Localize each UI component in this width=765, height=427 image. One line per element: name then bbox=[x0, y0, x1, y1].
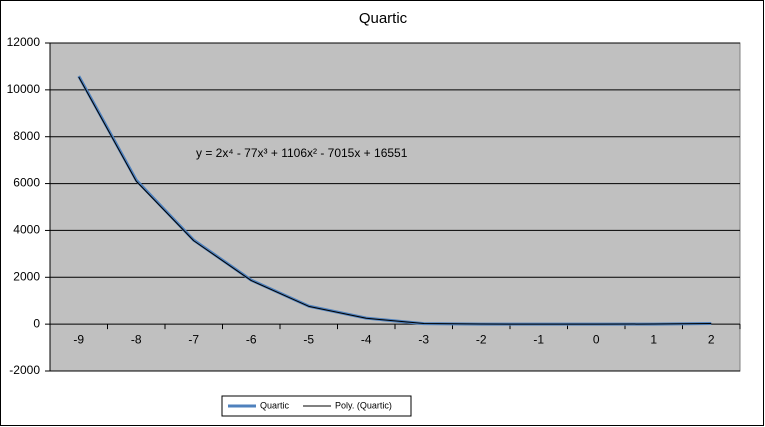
y-tick-label: 4000 bbox=[13, 223, 40, 237]
plot-area bbox=[49, 42, 741, 372]
legend-label: Poly. (Quartic) bbox=[335, 400, 392, 410]
x-tick-label: 2 bbox=[708, 332, 715, 346]
y-tick-label: 8000 bbox=[13, 129, 40, 143]
x-tick-label: 0 bbox=[593, 332, 600, 346]
x-tick-label: -9 bbox=[73, 332, 84, 346]
x-tick-label: -5 bbox=[303, 332, 314, 346]
x-tick-label: -7 bbox=[188, 332, 199, 346]
x-tick-label: 1 bbox=[650, 332, 657, 346]
y-tick-label: 12000 bbox=[7, 35, 41, 49]
legend-label: Quartic bbox=[260, 400, 290, 410]
x-tick-label: -3 bbox=[418, 332, 429, 346]
x-tick-label: -6 bbox=[246, 332, 257, 346]
chart-title: Quartic bbox=[359, 10, 408, 27]
x-tick-label: -1 bbox=[533, 332, 544, 346]
x-tick-label: -8 bbox=[131, 332, 142, 346]
annotation: y = 2x⁴ - 77x³ + 1106x² - 7015x + 16551 bbox=[196, 146, 408, 160]
x-tick-label: -4 bbox=[361, 332, 372, 346]
x-tick-label: -2 bbox=[476, 332, 487, 346]
y-tick-label: 0 bbox=[33, 316, 40, 330]
y-tick-label: -2000 bbox=[9, 363, 40, 377]
y-tick-label: 6000 bbox=[13, 176, 40, 190]
series-line bbox=[78, 76, 712, 325]
y-tick-label: 2000 bbox=[13, 269, 40, 283]
y-tick-label: 10000 bbox=[7, 82, 41, 96]
